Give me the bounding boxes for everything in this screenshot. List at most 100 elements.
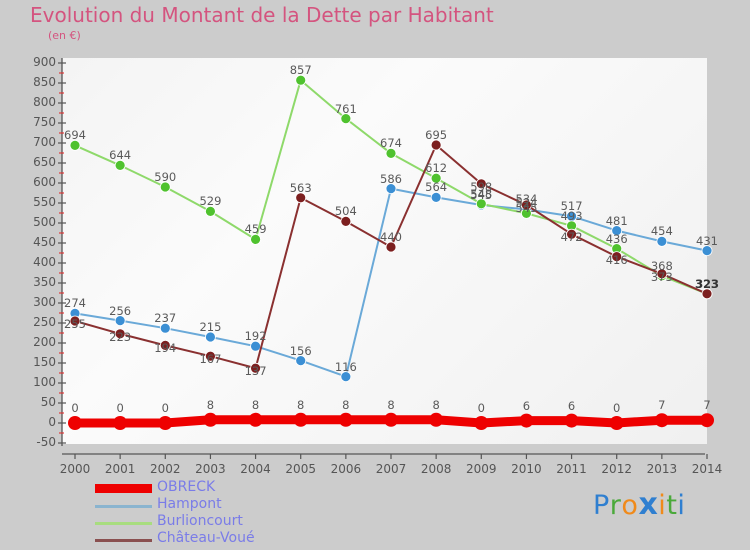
logo-char: i: [658, 490, 667, 521]
data-point-label: 529: [199, 194, 222, 209]
y-axis-tick-label: 900: [33, 55, 56, 69]
data-point-label: 612: [425, 161, 448, 176]
y-axis-tick-label: 450: [33, 235, 56, 249]
logo-char: t: [666, 490, 678, 521]
data-point-label: 368: [650, 258, 673, 273]
data-point-label: 0: [613, 401, 621, 415]
data-point-label: 586: [380, 171, 402, 186]
legend-label: Burlioncourt: [157, 513, 243, 529]
x-axis-tick-label: 2002: [150, 462, 181, 476]
logo-char: P: [593, 490, 610, 521]
data-point-label: 223: [109, 329, 132, 344]
data-point-label: 274: [64, 296, 86, 311]
data-point-label: 857: [289, 63, 312, 78]
data-point-label: 563: [289, 180, 312, 195]
x-axis-tick-label: 2006: [330, 462, 362, 476]
data-point-label: 440: [380, 230, 402, 244]
data-point-label: 598: [470, 179, 493, 194]
data-point-label: 695: [425, 128, 448, 142]
y-axis-tick-label: 150: [33, 355, 56, 369]
x-axis-tick-label: 2011: [556, 462, 587, 476]
data-point-label: 416: [605, 252, 628, 267]
data-point-label: 545: [515, 201, 538, 215]
y-axis-tick-label: 650: [33, 155, 56, 169]
series-ch-teau-vou-: [69, 139, 713, 374]
data-point-label: 137: [244, 364, 267, 379]
data-point-label: 517: [560, 199, 583, 214]
y-axis-tick-label: 200: [33, 335, 56, 349]
logo-char: r: [609, 490, 622, 521]
x-axis-tick-label: 2012: [601, 462, 632, 476]
x-axis-tick-label: 2008: [420, 462, 452, 476]
data-point-label: 436: [605, 231, 628, 246]
y-axis-tick-label: 100: [33, 375, 56, 389]
y-axis-tick-label: 50: [40, 395, 56, 409]
data-point-label: 237: [154, 311, 177, 326]
x-axis-tick-label: 2010: [511, 462, 542, 476]
data-point-label: 524: [515, 196, 538, 211]
page-subtitle: (en €): [48, 29, 81, 42]
proxiti-logo[interactable]: Proxiti: [593, 487, 685, 522]
plot-area: [62, 58, 707, 444]
logo-char: x: [638, 487, 659, 522]
data-point-label: 0: [161, 401, 169, 415]
data-point-label: 7: [658, 398, 666, 413]
y-axis-tick-label: 300: [33, 295, 56, 309]
data-point-label: 0: [477, 401, 485, 415]
data-point-label: 0: [116, 401, 124, 415]
y-axis-tick-label: 600: [33, 175, 56, 189]
data-point-label: 504: [334, 204, 357, 219]
series-burlioncourt: [69, 74, 713, 300]
series-obreck: [68, 412, 714, 430]
data-point-label: 256: [109, 303, 132, 318]
legend-label: OBRECK: [157, 479, 216, 495]
y-axis-tick-label: 800: [33, 95, 56, 109]
x-axis-tick-label: 2000: [59, 462, 91, 476]
data-point-label: 373: [650, 269, 673, 284]
data-point-label: 674: [380, 136, 402, 151]
data-point-label: 255: [64, 317, 86, 331]
y-axis-tick-label: 850: [33, 75, 56, 89]
data-point-label: 644: [109, 148, 132, 163]
y-axis-tick-label: 550: [33, 195, 56, 209]
data-point-label: 8: [206, 397, 215, 412]
y-axis-tick-label: 400: [33, 255, 56, 269]
legend-label: Hampont: [157, 496, 222, 512]
y-axis-tick-label: -50: [36, 435, 56, 449]
x-axis-tick-label: 2014: [691, 462, 723, 476]
data-point-label: 215: [199, 320, 222, 334]
data-point-label: 493: [560, 208, 583, 223]
data-point-label: 156: [289, 343, 312, 358]
x-axis-tick-label: 2003: [195, 462, 226, 476]
data-point-label: 590: [154, 170, 177, 184]
data-point-label: 323: [696, 276, 718, 291]
data-point-label: 8: [297, 397, 305, 412]
page-title: Evolution du Montant de la Dette par Hab…: [30, 3, 494, 27]
legend-swatch: [95, 505, 152, 508]
data-point-label: 6: [522, 398, 531, 413]
x-axis-tick-label: 2005: [285, 462, 316, 476]
data-point-label: 8: [251, 397, 260, 412]
data-point-label: 167: [199, 352, 222, 367]
legend-swatch: [95, 522, 152, 525]
x-axis-tick-label: 2007: [375, 462, 407, 476]
x-axis-tick-label: 2013: [646, 462, 678, 476]
legend-label: Château-Voué: [157, 530, 255, 546]
data-point-label: 481: [605, 213, 628, 228]
y-axis-tick-label: 700: [33, 135, 56, 149]
data-point-label: 545: [470, 188, 493, 202]
data-point-label: 534: [515, 192, 538, 207]
data-point-label: 192: [244, 329, 267, 344]
data-point-label: 431: [696, 233, 718, 248]
data-point-label: 472: [560, 230, 583, 245]
x-axis-tick-label: 2004: [240, 462, 271, 476]
x-axis-tick-label: 2001: [104, 462, 136, 476]
y-axis-tick-label: 250: [33, 315, 56, 329]
data-point-label: 548: [470, 186, 493, 201]
data-point-label: 564: [425, 180, 448, 195]
logo-char: i: [677, 490, 686, 521]
data-point-label: 8: [432, 397, 440, 412]
legend-swatch: [95, 484, 152, 493]
